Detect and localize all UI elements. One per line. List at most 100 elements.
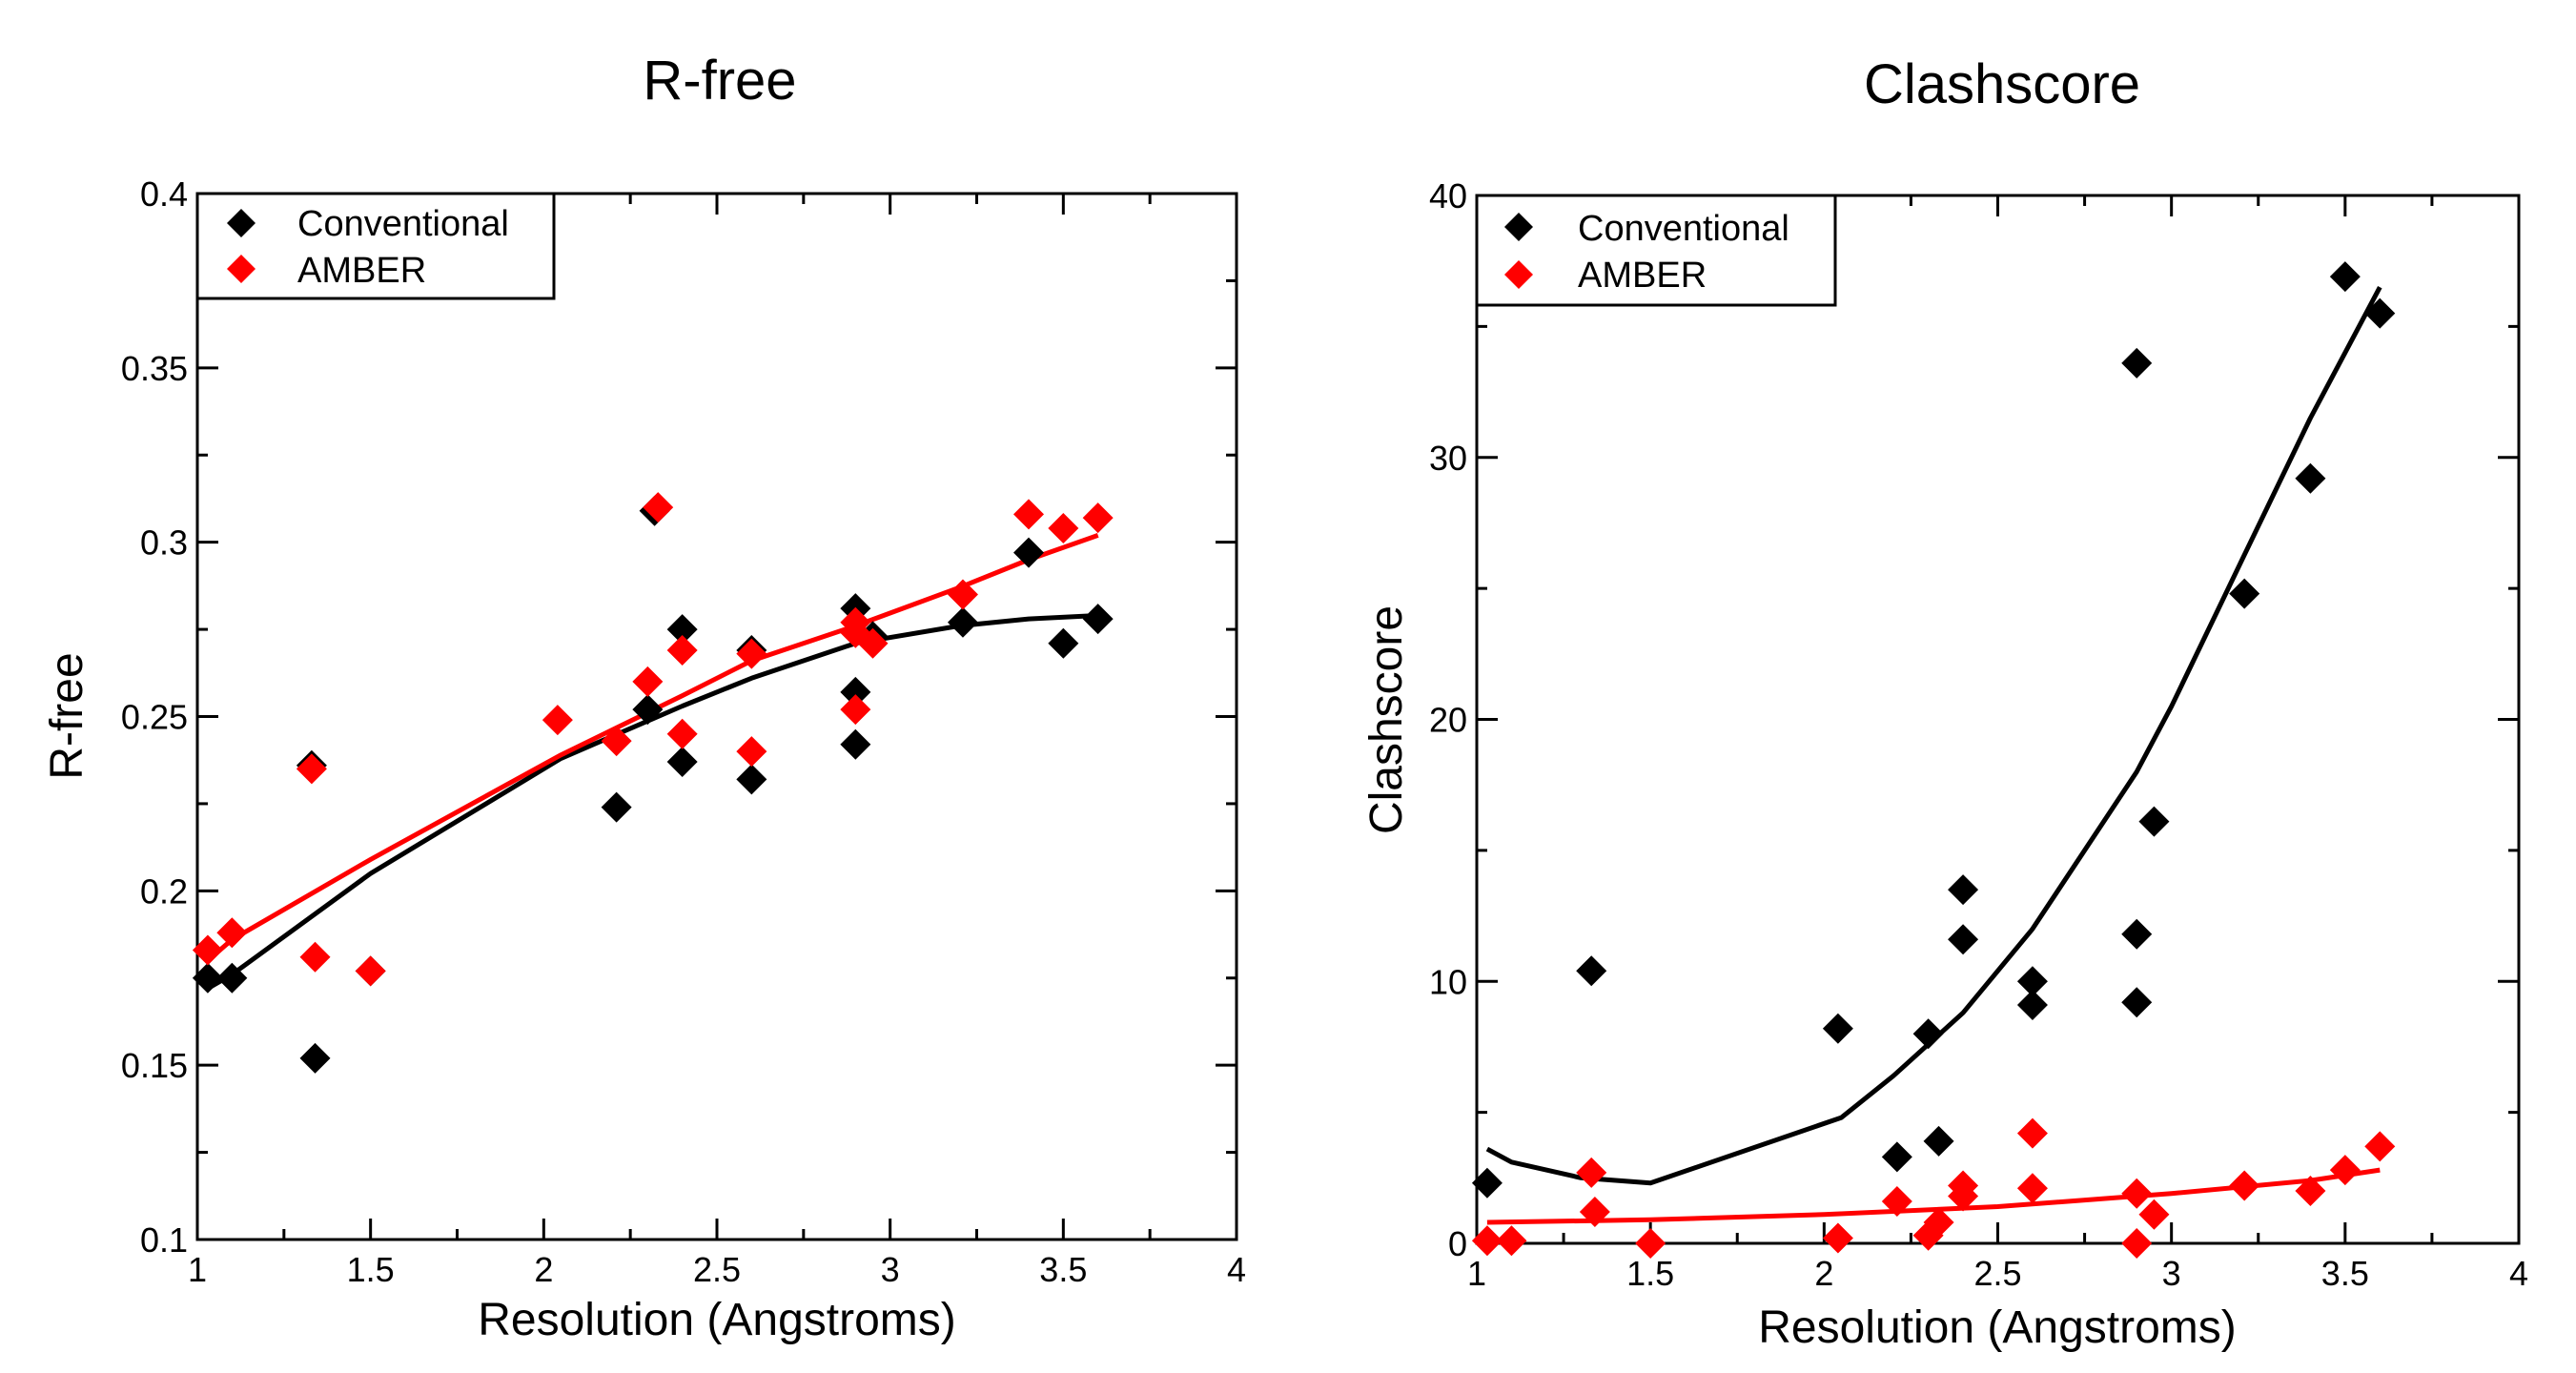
rfree-point-amber	[643, 492, 674, 523]
rfree-point-amber	[355, 955, 386, 987]
rfree-y-axis-label: R-free	[42, 652, 92, 779]
rfree-point-amber	[666, 718, 698, 749]
rfree-point-amber	[840, 694, 871, 726]
clashscore-x-tick-label: 2	[1814, 1254, 1833, 1293]
rfree-point-conventional	[216, 962, 248, 994]
rfree-y-tick-label: 0.2	[140, 871, 188, 911]
clashscore-chart-title: Clashscore	[1864, 53, 2140, 115]
rfree-point-conventional	[736, 764, 767, 795]
rfree-point-conventional	[1082, 604, 1114, 635]
rfree-point-conventional	[601, 791, 632, 823]
clashscore-points	[1471, 261, 2396, 1259]
rfree-point-conventional	[666, 747, 698, 778]
clashscore-y-tick-label: 0	[1448, 1224, 1467, 1263]
rfree-point-conventional	[632, 694, 664, 726]
clashscore-point-conventional	[2016, 966, 2048, 997]
clashscore-point-conventional	[1948, 924, 1979, 955]
rfree-point-amber	[192, 934, 223, 966]
clashscore-point-conventional	[1948, 874, 1979, 906]
rfree-point-amber	[666, 635, 698, 666]
rfree-point-amber	[299, 941, 331, 973]
clashscore-point-amber	[2329, 1155, 2361, 1186]
rfree-x-tick-label: 3	[881, 1250, 900, 1289]
rfree-legend-label-amber: AMBER	[297, 251, 426, 291]
rfree-x-tick-label: 4	[1227, 1250, 1246, 1289]
rfree-point-amber	[1082, 502, 1114, 534]
rfree-legend: Conventional AMBER	[195, 192, 556, 300]
clashscore-y-tick-label: 40	[1429, 176, 1467, 215]
rfree-point-conventional	[840, 676, 871, 707]
clashscore-point-conventional	[2121, 918, 2153, 950]
rfree-fit-line-amber	[206, 533, 1099, 963]
clashscore-point-conventional	[1881, 1141, 1912, 1173]
rfree-points	[192, 492, 1114, 1074]
rfree-point-conventional	[666, 614, 698, 646]
rfree-y-tick-label: 0.15	[121, 1046, 188, 1085]
clashscore-x-axis-label: Resolution (Angstroms)	[1758, 1302, 2237, 1353]
clashscore-point-amber	[2364, 1131, 2396, 1162]
clashscore-point-conventional	[2138, 806, 2170, 837]
clashscore-point-amber	[1471, 1225, 1503, 1257]
clashscore-point-conventional	[1471, 1167, 1503, 1199]
rfree-x-tick-label: 1.5	[347, 1250, 395, 1289]
clashscore-legend-marker-amber	[1504, 260, 1533, 289]
rfree-point-conventional	[299, 1042, 331, 1074]
rfree-point-amber	[296, 753, 327, 785]
clashscore-point-amber	[2121, 1178, 2153, 1209]
clashscore-point-amber	[1579, 1197, 1610, 1228]
rfree-x-tick-label: 2	[534, 1250, 553, 1289]
clashscore-x-tick-label: 3.5	[2321, 1254, 2369, 1293]
rfree-legend-label-conventional: Conventional	[297, 204, 509, 244]
rfree-point-conventional	[1013, 537, 1044, 568]
rfree-point-amber	[857, 627, 889, 659]
rfree-y-tick-label: 0.25	[121, 698, 188, 737]
clashscore-x-tick-label: 2.5	[1973, 1254, 2021, 1293]
clashscore-legend-box	[1475, 194, 1837, 307]
rfree-y-tick-label: 0.1	[140, 1220, 188, 1260]
rfree-legend-marker-amber	[227, 255, 256, 283]
clashscore-point-amber	[1923, 1207, 1954, 1239]
rfree-x-tick-label: 3.5	[1039, 1250, 1087, 1289]
clashscore-y-axis-label: Clashscore	[1361, 605, 1412, 834]
clashscore-y-tick-label: 20	[1429, 701, 1467, 740]
rfree-x-tick-label: 1	[188, 1250, 207, 1289]
clashscore-point-conventional	[1912, 1018, 1944, 1050]
rfree-point-amber	[542, 705, 573, 736]
clashscore-point-amber	[1576, 1157, 1607, 1188]
clashscore-point-conventional	[2121, 347, 2153, 379]
clashscore-point-amber	[2016, 1117, 2048, 1149]
rfree-point-amber	[632, 666, 664, 697]
clashscore-fit-lines	[1485, 286, 2382, 1225]
rfree-point-amber	[1013, 499, 1044, 530]
clashscore-point-conventional	[1822, 1013, 1853, 1044]
clashscore-legend: Conventional AMBER	[1475, 194, 1837, 307]
clashscore-point-conventional	[2295, 462, 2326, 494]
rfree-point-amber	[947, 579, 978, 610]
clashscore-x-tick-label: 4	[2509, 1254, 2528, 1293]
rfree-legend-marker-conventional	[227, 209, 256, 237]
rfree-chart: R-free 1 1.5 2 2.5 3 3.5 4 0.1 0.15 0.2 0.25 0.3 0.3…	[42, 50, 1246, 1345]
rfree-fit-lines	[206, 533, 1099, 991]
rfree-x-axis-label: Resolution (Angstroms)	[478, 1295, 956, 1345]
rfree-y-tick-label: 0.35	[121, 349, 188, 388]
clashscore-point-conventional	[2121, 987, 2153, 1018]
clashscore-point-conventional	[2229, 578, 2260, 609]
rfree-y-tick-label: 0.3	[140, 523, 188, 563]
rfree-x-tick-label: 2.5	[693, 1250, 741, 1289]
rfree-point-amber	[736, 736, 767, 768]
rfree-fit-line-conventional	[206, 613, 1098, 991]
clashscore-point-amber	[2295, 1176, 2326, 1207]
clashscore-point-conventional	[1576, 955, 1607, 987]
rfree-point-amber	[736, 638, 767, 669]
rfree-point-conventional	[192, 962, 223, 994]
clashscore-x-tick-label: 1	[1467, 1254, 1486, 1293]
clashscore-point-conventional	[2364, 297, 2396, 329]
clashscore-point-amber	[1948, 1180, 1979, 1212]
clashscore-point-amber	[1881, 1186, 1912, 1218]
clashscore-x-tick-label: 1.5	[1626, 1254, 1674, 1293]
rfree-point-amber	[601, 726, 632, 757]
rfree-point-conventional	[1048, 627, 1079, 659]
rfree-plot-frame	[195, 192, 1238, 1241]
rfree-legend-box	[195, 192, 556, 300]
